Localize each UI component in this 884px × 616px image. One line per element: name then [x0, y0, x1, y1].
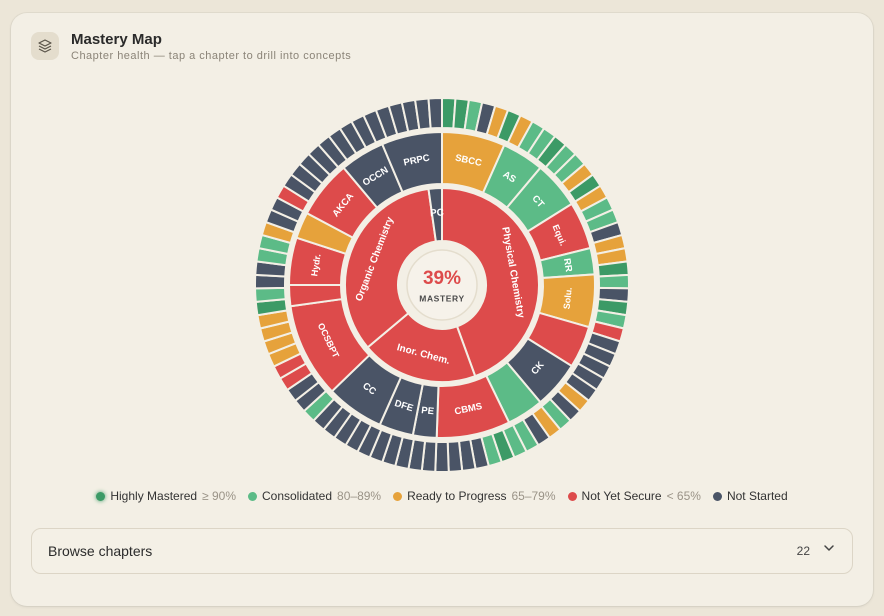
subject-segment[interactable] — [427, 186, 443, 243]
legend-item: Highly Mastered ≥ 90% — [96, 489, 236, 503]
legend: Highly Mastered ≥ 90% Consolidated 80–89% Re… — [11, 489, 873, 503]
legend-range: ≥ 90% — [202, 489, 236, 503]
subject-segment[interactable] — [366, 311, 477, 383]
legend-range: < 65% — [666, 489, 701, 503]
concept-segment[interactable] — [597, 273, 631, 290]
chapter-label: SBCC — [454, 153, 483, 169]
legend-dot — [567, 491, 577, 501]
chapter-count: 22 — [796, 544, 810, 558]
legend-range: 65–79% — [511, 489, 556, 503]
chevron-down-icon — [824, 545, 834, 551]
browse-chapters-select[interactable]: Browse chapters 22 — [31, 528, 853, 574]
legend-dot — [247, 491, 257, 501]
page-title: Mastery Map — [71, 31, 162, 48]
legend-dot — [96, 491, 106, 501]
page-subtitle: Chapter health — tap a chapter to drill … — [71, 50, 352, 62]
legend-item: Not Yet Secure < 65% — [567, 489, 701, 503]
legend-label: Consolidated — [261, 489, 333, 503]
legend-dot — [393, 491, 403, 501]
legend-item: Not Started — [712, 489, 788, 503]
subject-segment[interactable] — [441, 186, 540, 378]
legend-range: 80–89% — [337, 489, 382, 503]
browse-chapters-label: Browse chapters — [48, 543, 153, 559]
center-value: 39% — [423, 268, 461, 289]
legend-dot — [712, 491, 722, 501]
concept-segment[interactable] — [434, 440, 450, 473]
mastery-map-card: Mastery Map Chapter health — tap a chapt… — [11, 13, 873, 606]
concept-segment[interactable] — [446, 439, 464, 473]
center-disc — [406, 249, 478, 321]
legend-label: Not Yet Secure — [581, 489, 662, 503]
chapter-label: DFE — [393, 398, 414, 414]
center-label: MASTERY — [419, 293, 464, 303]
concept-segment[interactable] — [254, 286, 287, 303]
legend-label: Highly Mastered — [110, 489, 198, 503]
chapter-label: Solu. — [562, 287, 574, 310]
chapter-label: Hydr. — [309, 253, 322, 277]
chapter-label: PE — [421, 405, 435, 417]
subject-segment[interactable] — [344, 187, 438, 349]
concept-segment[interactable] — [427, 96, 443, 130]
chapter-label: RR — [561, 257, 574, 272]
legend-item: Consolidated 80–89% — [247, 489, 382, 503]
layers-icon — [31, 32, 59, 60]
mastery-sunburst: SBCCASCTEqui.RRSolu.CKCBMSPEDFECCOCSBPTH… — [253, 96, 631, 473]
chapter-label: PRPC — [403, 153, 431, 169]
legend-label: Ready to Progress — [407, 489, 507, 503]
legend-item: Ready to Progress 65–79% — [393, 489, 556, 503]
subject-label: PC — [430, 207, 445, 219]
legend-label: Not Started — [726, 489, 788, 503]
chapter-segment[interactable] — [380, 130, 443, 194]
